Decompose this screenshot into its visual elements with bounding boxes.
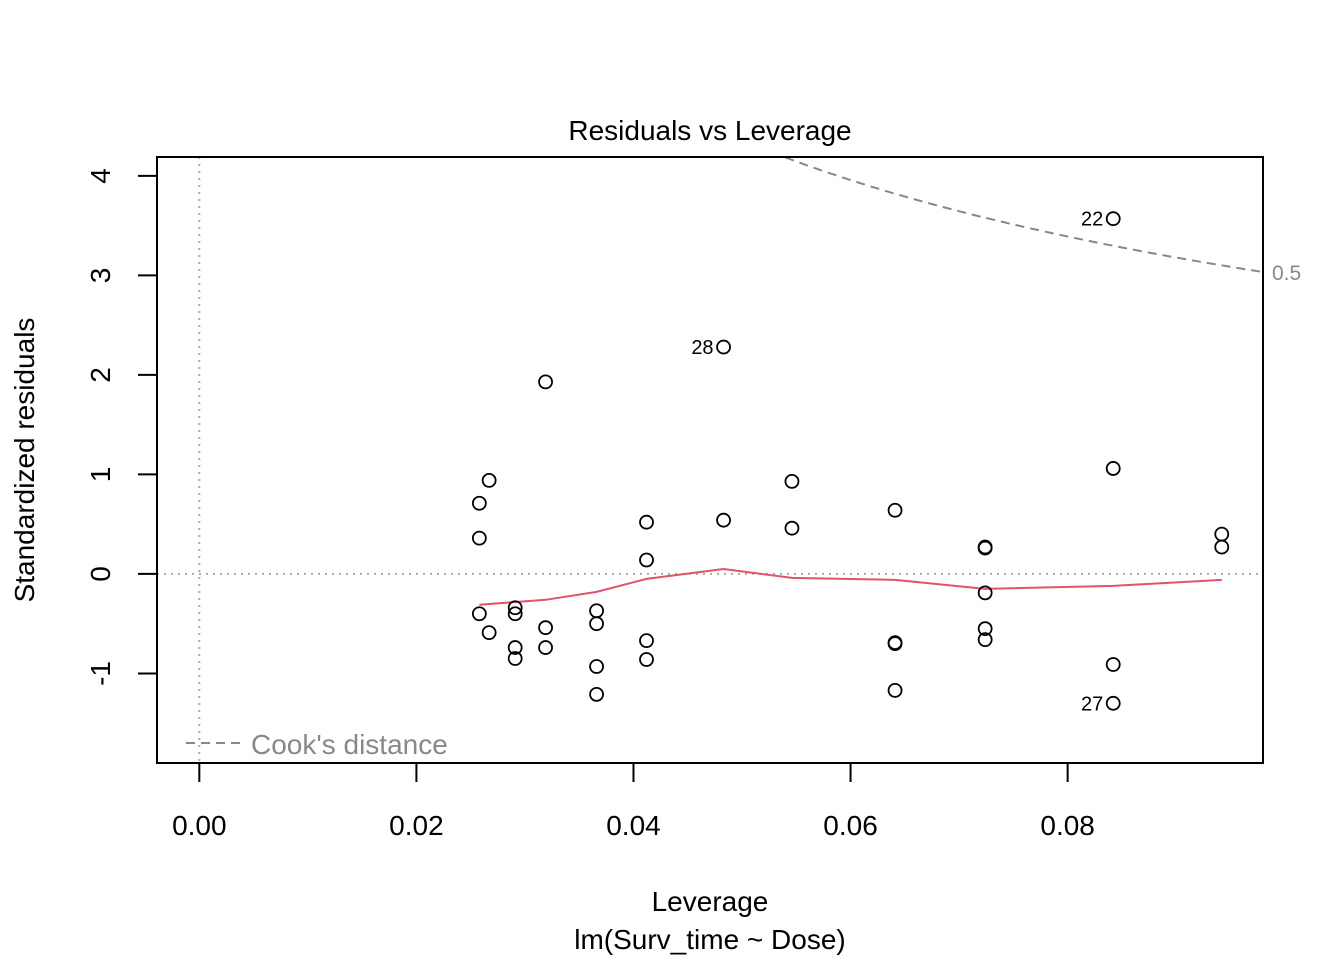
y-tick-label: 4: [85, 168, 116, 184]
data-point: [977, 621, 993, 637]
chart-subtitle: lm(Surv_time ~ Dose): [574, 924, 846, 955]
data-point: [538, 640, 553, 655]
y-tick-label: -1: [85, 661, 116, 686]
data-point: [538, 620, 553, 636]
data-point: [538, 374, 553, 390]
data-point: [471, 530, 487, 546]
data-point: [784, 473, 800, 489]
x-tick-label: 0.06: [823, 810, 878, 841]
data-point: [639, 652, 654, 667]
data-point: [639, 633, 654, 649]
y-tick-label: 3: [85, 268, 116, 284]
x-tick-label: 0.08: [1040, 810, 1095, 841]
data-point: [977, 540, 993, 556]
data-point: [977, 585, 993, 601]
data-point: [1214, 526, 1230, 542]
point-label: 22: [1081, 209, 1103, 231]
data-point: [784, 520, 800, 536]
data-point: [507, 606, 523, 622]
data-point: [507, 600, 523, 616]
cooks-contour-label: 0.5: [1272, 262, 1301, 285]
data-point: [639, 552, 654, 568]
data-point: [471, 606, 487, 622]
data-point: [1105, 461, 1121, 476]
point-label: 28: [691, 337, 713, 359]
data-point: [716, 512, 731, 528]
y-tick-label: 1: [85, 467, 116, 483]
data-point: [507, 640, 523, 655]
data-point: [471, 495, 487, 511]
data-point: [589, 603, 604, 619]
data-point: [887, 502, 903, 518]
data-point: [716, 339, 731, 355]
data-point: [1105, 695, 1121, 711]
y-axis-label: Standardized residuals: [9, 318, 40, 603]
cooks-distance-curve-upper: [785, 156, 1264, 273]
data-point: [887, 636, 903, 651]
data-point: [589, 616, 604, 632]
data-point: [887, 682, 903, 698]
data-point: [1105, 211, 1121, 227]
data-point: [639, 514, 654, 530]
data-point: [1214, 539, 1230, 555]
data-point: [977, 632, 993, 648]
plot-frame: [156, 156, 1264, 764]
data-point: [507, 651, 523, 666]
plot-area: 0.5 22 28 27 0.00 0.02 0.04 0.06 0.08 -1 0 1 2 3 4 Cook…: [85, 156, 1301, 841]
x-tick-label: 0.04: [606, 810, 661, 841]
data-point: [481, 625, 497, 641]
data-point: [589, 686, 604, 702]
y-tick-label: 0: [85, 566, 116, 582]
legend-label: Cook's distance: [251, 729, 448, 760]
chart-title: Residuals vs Leverage: [568, 115, 851, 146]
x-axis-label: Leverage: [652, 886, 769, 917]
x-tick-label: 0.00: [172, 810, 227, 841]
data-point: [481, 472, 497, 488]
point-label: 27: [1081, 693, 1103, 715]
data-point: [589, 659, 604, 674]
y-tick-label: 2: [85, 367, 116, 383]
x-tick-label: 0.02: [389, 810, 444, 841]
data-point: [1105, 657, 1121, 672]
smooth-line: [479, 567, 1222, 606]
